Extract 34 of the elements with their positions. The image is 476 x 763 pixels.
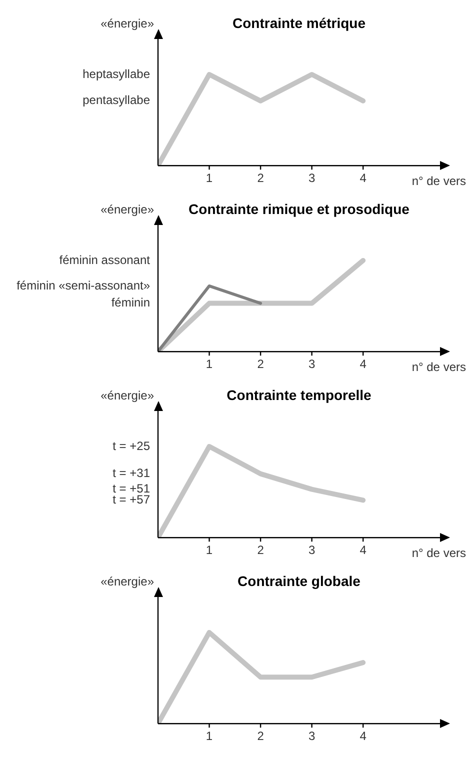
chart-title: Contrainte rimique et prosodique — [188, 200, 410, 217]
x-axis-title: n° de vers — [412, 546, 466, 560]
x-tick-label: 3 — [308, 357, 316, 372]
x-tick-label: 1 — [206, 729, 213, 744]
y-axis-title: «énergie» — [100, 574, 154, 588]
y-axis-title: «énergie» — [100, 16, 154, 30]
x-tick-label: 1 — [206, 543, 213, 558]
text: t = +31 — [112, 466, 150, 480]
y-axis-title: «énergie» — [100, 202, 154, 216]
x-tick-label: 3 — [308, 729, 316, 744]
x-tick-label: 3 — [308, 543, 316, 558]
x-tick-label: 2 — [257, 357, 264, 372]
x-tick-label: 4 — [360, 729, 367, 744]
x-tick-label: 3 — [308, 171, 316, 186]
x-axis-title: n° de vers — [412, 360, 466, 374]
x-tick-label: 2 — [257, 543, 264, 558]
text: pentasyllabe — [82, 93, 150, 108]
x-axis-title: n° de vers — [412, 174, 466, 188]
x-tick-label: 1 — [206, 171, 213, 186]
x-tick-label: 4 — [360, 357, 367, 372]
text: féminin — [111, 296, 150, 310]
text: heptasyllabe — [82, 66, 150, 81]
x-tick-label: 1 — [206, 357, 213, 372]
x-tick-label: 4 — [360, 543, 367, 558]
chart-title: Contrainte temporelle — [226, 386, 372, 403]
text: féminin assonant — [59, 252, 151, 267]
text: t = +25 — [112, 438, 150, 453]
y-axis-title: «énergie» — [100, 388, 154, 402]
x-tick-label: 2 — [257, 729, 264, 744]
chart-title: Contrainte métrique — [232, 14, 366, 31]
text: féminin «semi-assonant» — [16, 278, 150, 292]
chart-title: Contrainte globale — [238, 572, 361, 589]
x-tick-label: 4 — [360, 171, 367, 186]
x-tick-label: 2 — [257, 171, 264, 186]
